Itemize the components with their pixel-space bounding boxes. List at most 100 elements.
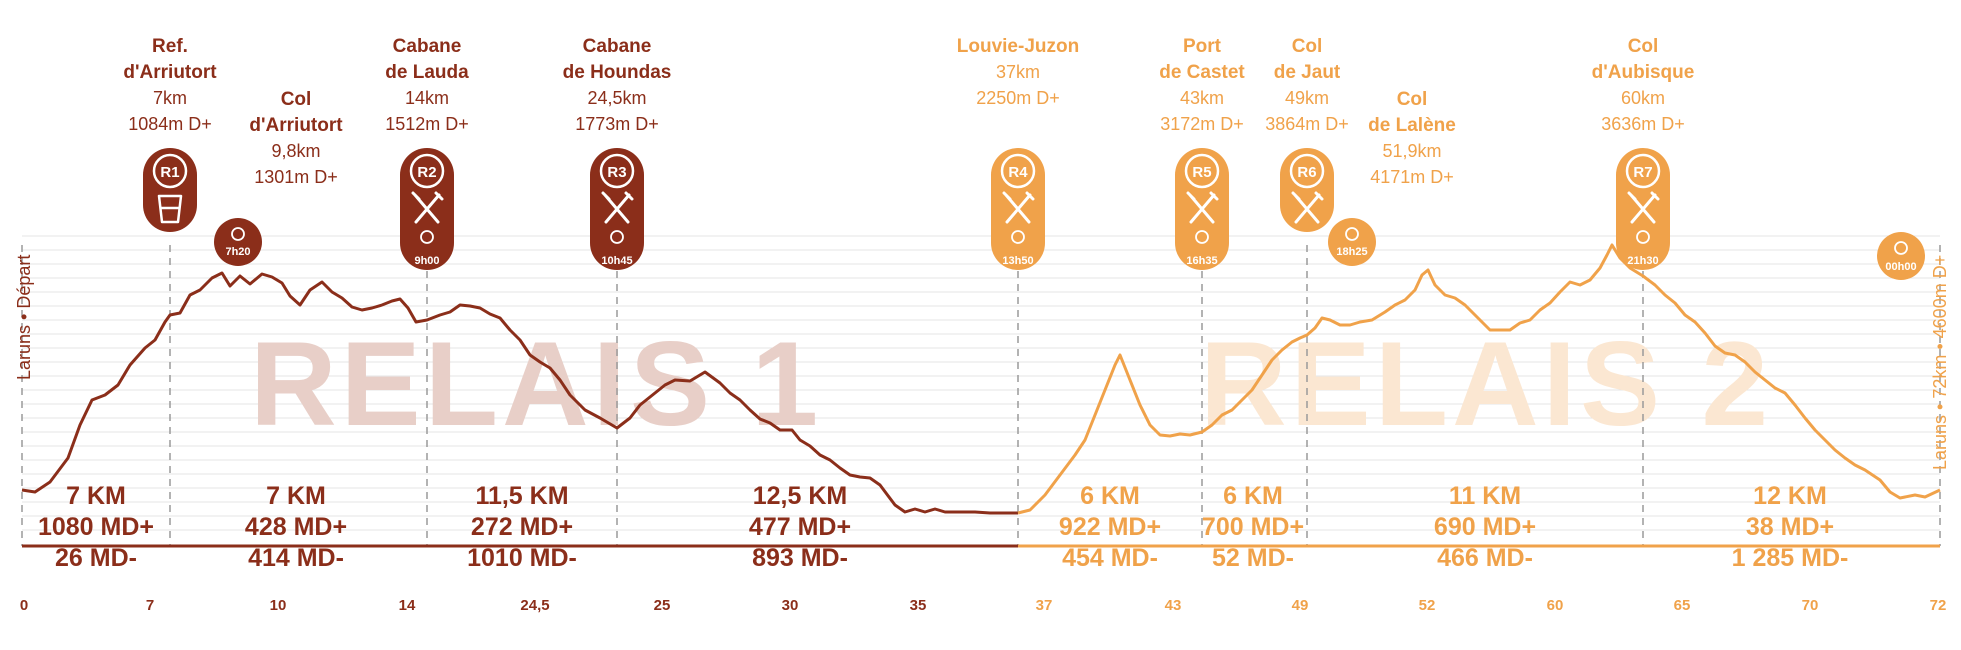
marker-dplus: 3636m D+ bbox=[1601, 114, 1685, 134]
axis-tick-label: 35 bbox=[910, 597, 927, 614]
stopwatch-icon bbox=[610, 230, 624, 244]
elevation-line-relais-1 bbox=[21, 271, 1018, 515]
marker-dplus: 3864m D+ bbox=[1265, 114, 1349, 134]
stopwatch-icon bbox=[1894, 241, 1908, 255]
segment-distance: 12,5 KM bbox=[753, 482, 847, 510]
marker-km: 14km bbox=[405, 88, 449, 108]
marker-km: 60km bbox=[1621, 88, 1665, 108]
stopwatch-icon bbox=[1636, 230, 1650, 244]
marker-km: 43km bbox=[1180, 88, 1224, 108]
relais-code: R6 bbox=[1297, 164, 1316, 181]
segment-distance: 11 KM bbox=[1449, 482, 1521, 510]
relais-code: R4 bbox=[1008, 164, 1028, 181]
relais-dashed-lines bbox=[21, 245, 1941, 546]
axis-tick-label: 52 bbox=[1419, 597, 1436, 614]
axis-tick-label: 30 bbox=[782, 597, 799, 614]
segment-dminus: 454 MD- bbox=[1062, 544, 1158, 572]
relais-code-ring bbox=[1625, 153, 1661, 189]
segment-dplus: 1080 MD+ bbox=[38, 513, 154, 541]
relais-markers: Ref. d'Arriutort 7km 1084m D+ R1 Cabane de Lau… bbox=[123, 36, 1694, 270]
axis-tick-label: 37 bbox=[1036, 597, 1053, 614]
relais-time: 9h00 bbox=[414, 255, 439, 267]
stopwatch-icon bbox=[1011, 230, 1025, 244]
axis-tick-label: 72 bbox=[1930, 597, 1947, 614]
marker-dplus: 1301m D+ bbox=[254, 167, 338, 187]
segment-distance: 11,5 KM bbox=[475, 482, 568, 510]
marker-name-line: de Houndas bbox=[563, 62, 672, 83]
marker-name-line: Col bbox=[1292, 36, 1323, 57]
marker-name-line: de Lauda bbox=[385, 62, 469, 83]
relais-code: R7 bbox=[1633, 164, 1652, 181]
relais-time: 16h35 bbox=[1186, 255, 1217, 267]
fork-knife-icon bbox=[1627, 191, 1660, 224]
marker-name-line: Ref. bbox=[152, 36, 188, 57]
relais-code: R2 bbox=[417, 164, 436, 181]
segment-distance: 6 KM bbox=[1223, 482, 1283, 510]
col-time-badge bbox=[214, 218, 262, 266]
segment-distance: 12 KM bbox=[1753, 482, 1827, 510]
marker-km: 51,9km bbox=[1382, 141, 1441, 161]
marker-name-line: de Lalène bbox=[1368, 115, 1456, 136]
segment-dplus: 700 MD+ bbox=[1202, 513, 1304, 541]
finish-time-badge bbox=[1877, 232, 1925, 280]
segment-dminus: 466 MD- bbox=[1437, 544, 1533, 572]
marker-name-line: Col bbox=[281, 89, 312, 110]
segment-dminus: 52 MD- bbox=[1212, 544, 1294, 572]
marker-km: 9,8km bbox=[271, 141, 320, 161]
marker-dplus: 1512m D+ bbox=[385, 114, 469, 134]
stopwatch-icon bbox=[420, 230, 434, 244]
finish-time: 00h00 bbox=[1885, 261, 1916, 273]
relais-code-ring bbox=[1000, 153, 1036, 189]
axis-tick-label: 65 bbox=[1674, 597, 1691, 614]
end-label: Laruns • 72km • 4600m D+ bbox=[1930, 255, 1950, 470]
grid-lines bbox=[22, 235, 1940, 531]
marker-name-line: Louvie-Juzon bbox=[957, 36, 1079, 57]
marker-name-line: Cabane bbox=[583, 36, 652, 57]
fork-knife-icon bbox=[1002, 191, 1035, 224]
relais-code: R1 bbox=[160, 164, 179, 181]
cup-icon bbox=[157, 194, 183, 224]
segment-dminus: 893 MD- bbox=[752, 544, 848, 572]
marker-name-line: Port bbox=[1183, 36, 1222, 57]
relais-code: R5 bbox=[1192, 164, 1211, 181]
fork-knife-icon bbox=[1186, 191, 1219, 224]
axis-tick-label: 7 bbox=[146, 597, 154, 614]
fork-knife-icon bbox=[411, 191, 444, 224]
segment-dplus: 272 MD+ bbox=[471, 513, 573, 541]
segment-distance: 7 KM bbox=[266, 482, 326, 510]
stopwatch-icon bbox=[231, 227, 245, 241]
relais-time: 21h30 bbox=[1627, 255, 1658, 267]
col-markers: Col d'Arriutort 9,8km 1301m D+ 7h20 Col de Lal… bbox=[214, 89, 1456, 266]
col-time-badge bbox=[1328, 218, 1376, 266]
segment-distance: 6 KM bbox=[1080, 482, 1140, 510]
axis-tick-label: 43 bbox=[1165, 597, 1182, 614]
segment-dminus: 1 285 MD- bbox=[1732, 544, 1849, 572]
segment-dplus: 690 MD+ bbox=[1434, 513, 1536, 541]
start-label: Laruns • Départ bbox=[14, 255, 34, 380]
relais-code-ring bbox=[1289, 153, 1325, 189]
segment-dplus: 477 MD+ bbox=[749, 513, 851, 541]
segment-distance: 7 KM bbox=[66, 482, 126, 510]
fork-knife-icon bbox=[601, 191, 634, 224]
axis-tick-labels: 0 7 10 14 24,5 25 30 35 37 43 49 52 60 65 70 72 bbox=[20, 597, 1947, 614]
axis-tick-label: 14 bbox=[399, 597, 416, 614]
col-time: 7h20 bbox=[225, 246, 250, 258]
axis-tick-label: 70 bbox=[1802, 597, 1819, 614]
marker-name-line: d'Aubisque bbox=[1592, 62, 1695, 83]
marker-name-line: Col bbox=[1397, 89, 1428, 110]
watermark-relais-1: RELAIS 1 bbox=[250, 317, 822, 451]
segment-stats: 7 KM 1080 MD+ 26 MD- 7 KM 428 MD+ 414 MD- 11,5… bbox=[38, 482, 1848, 572]
marker-name-line: de Jaut bbox=[1274, 62, 1341, 83]
marker-km: 24,5km bbox=[587, 88, 646, 108]
col-time: 18h25 bbox=[1336, 246, 1367, 258]
marker-name-line: d'Arriutort bbox=[123, 62, 217, 83]
segment-dplus: 38 MD+ bbox=[1746, 513, 1834, 541]
marker-dplus: 4171m D+ bbox=[1370, 167, 1454, 187]
axis-tick-label: 0 bbox=[20, 597, 28, 614]
segment-dminus: 414 MD- bbox=[248, 544, 344, 572]
finish-marker: 00h00 bbox=[1877, 232, 1925, 280]
relais-time: 13h50 bbox=[1002, 255, 1033, 267]
elevation-line-relais-2 bbox=[1017, 243, 1941, 515]
relais-pill-r6 bbox=[1280, 148, 1334, 232]
